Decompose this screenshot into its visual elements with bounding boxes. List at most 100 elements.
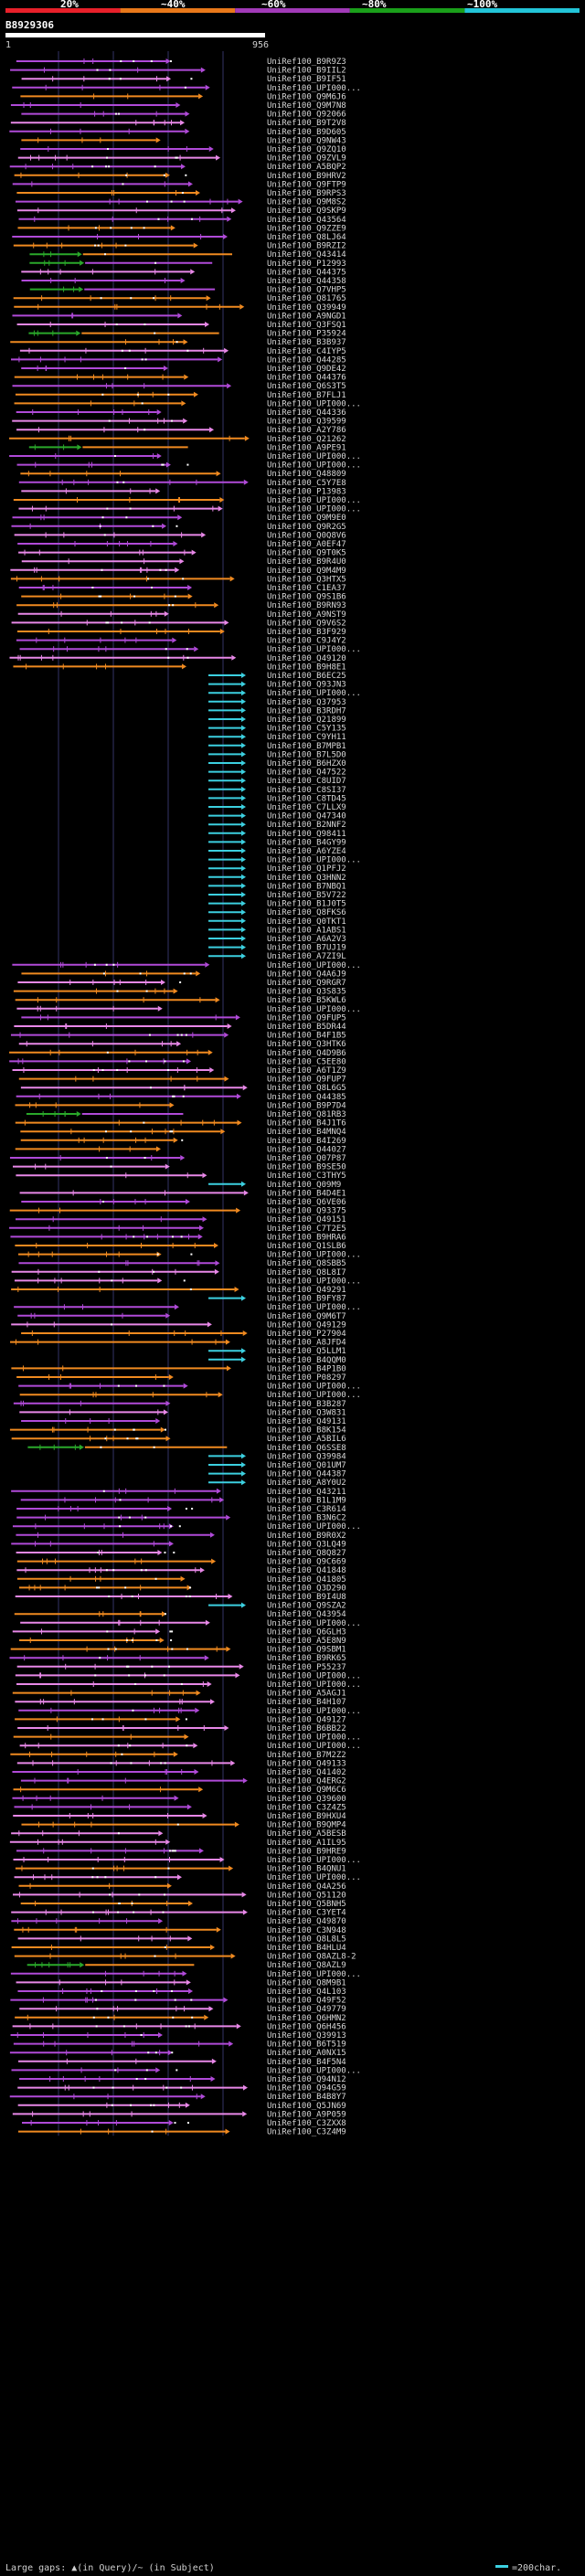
hit-row[interactable]: UniRef100_B9RPS3 (16, 189, 346, 198)
hit-label[interactable]: UniRef100_B9T2V8 (267, 119, 346, 128)
hit-label[interactable]: UniRef100_A1IL95 (267, 1839, 346, 1848)
hit-row[interactable]: UniRef100_C3N948 (14, 1926, 346, 1935)
hit-label[interactable]: UniRef100_A5AGJ1 (267, 1690, 346, 1699)
hit-label[interactable]: UniRef100_Q9T0K5 (267, 549, 346, 558)
hit-label[interactable]: UniRef100_B9RPS3 (267, 189, 346, 198)
hit-row[interactable]: UniRef100_B7FLJ1 (15, 391, 346, 400)
hit-row[interactable]: UniRef100_A9PE91 (28, 443, 346, 452)
hit-label[interactable]: UniRef100_Q9SBM1 (267, 1646, 346, 1655)
hit-label[interactable]: UniRef100_UPI000... (267, 645, 361, 654)
hit-row[interactable]: UniRef100_Q98411 (208, 830, 346, 839)
hit-label[interactable]: UniRef100_C3THY5 (267, 1171, 346, 1181)
hit-label[interactable]: UniRef100_Q4D9B6 (267, 1049, 346, 1058)
hit-label[interactable]: UniRef100_Q9ZZE9 (267, 224, 346, 233)
hit-label[interactable]: UniRef100_B5V722 (267, 891, 346, 900)
hit-label[interactable]: UniRef100_A6T1Z9 (267, 1066, 346, 1076)
hit-label[interactable]: UniRef100_Q9ZVL9 (267, 154, 346, 164)
hit-label[interactable]: UniRef100_Q94G59 (267, 2084, 346, 2094)
hit-label[interactable]: UniRef100_Q8L6G5 (267, 1084, 346, 1093)
hit-label[interactable]: UniRef100_Q47522 (267, 769, 346, 778)
hit-row[interactable]: UniRef100_Q01UM7 (208, 1461, 346, 1470)
hit-row[interactable]: UniRef100_Q47340 (208, 812, 346, 822)
hit-label[interactable]: UniRef100_A9PE91 (267, 443, 346, 452)
hit-row[interactable]: UniRef100_C8SI37 (208, 786, 346, 795)
hit-label[interactable]: UniRef100_A0EF47 (267, 540, 346, 549)
hit-label[interactable]: UniRef100_Q49131 (267, 1417, 346, 1426)
hit-row[interactable]: UniRef100_Q4A6J9 (21, 970, 346, 979)
hit-row[interactable]: UniRef100_B5KWL6 (15, 996, 346, 1005)
hit-row[interactable]: UniRef100_Q5JN69 (17, 2102, 346, 2111)
hit-label[interactable]: UniRef100_Q49129 (267, 1320, 346, 1330)
hit-label[interactable]: UniRef100_UPI000... (267, 1303, 361, 1312)
hit-label[interactable]: UniRef100_C8UID7 (267, 777, 346, 786)
hit-label[interactable]: UniRef100_Q6SSE8 (267, 1444, 346, 1453)
hit-label[interactable]: UniRef100_Q3HNN2 (267, 874, 346, 883)
hit-row[interactable]: UniRef100_Q48809 (20, 470, 346, 479)
hit-label[interactable]: UniRef100_Q49120 (267, 654, 346, 663)
hit-row[interactable]: UniRef100_Q9C669 (16, 1558, 346, 1567)
hit-row[interactable]: UniRef100_UPI000... (14, 1303, 361, 1312)
hit-label[interactable]: UniRef100_UPI000... (267, 461, 361, 471)
hit-label[interactable]: UniRef100_C3N948 (267, 1926, 346, 1935)
hit-row[interactable]: UniRef100_B1J0T5 (208, 900, 346, 909)
hit-label[interactable]: UniRef100_Q92066 (267, 111, 346, 120)
hit-label[interactable]: UniRef100_B9R0X2 (267, 1532, 346, 1541)
hit-row[interactable]: UniRef100_Q44387 (208, 1470, 346, 1479)
hit-row[interactable]: UniRef100_B7NBQ1 (208, 882, 346, 891)
hit-row[interactable]: UniRef100_Q8LJ64 (12, 233, 346, 242)
hit-row[interactable]: UniRef100_Q3W831 (19, 1408, 346, 1417)
hit-row[interactable]: UniRef100_UPI000... (16, 461, 361, 471)
hit-label[interactable]: UniRef100_B2NNF2 (267, 821, 346, 830)
hit-row[interactable]: UniRef100_P27904 (21, 1330, 346, 1339)
hit-label[interactable]: UniRef100_P12993 (267, 260, 346, 269)
hit-row[interactable]: UniRef100_Q44285 (11, 355, 346, 365)
hit-label[interactable]: UniRef100_Q21899 (267, 716, 346, 725)
hit-row[interactable]: UniRef100_Q39984 (208, 1452, 346, 1461)
hit-row[interactable]: UniRef100_UPI000... (19, 1391, 361, 1400)
hit-row[interactable]: UniRef100_UPI000... (18, 1251, 361, 1260)
hit-label[interactable]: UniRef100_UPI000... (267, 505, 361, 514)
hit-label[interactable]: UniRef100_C5Y135 (267, 725, 346, 734)
hit-label[interactable]: UniRef100_B3F929 (267, 628, 346, 637)
hit-row[interactable]: UniRef100_Q1SLB6 (15, 1242, 346, 1251)
hit-label[interactable]: UniRef100_Q8M9B1 (267, 1978, 346, 1988)
hit-row[interactable]: UniRef100_B4P1B0 (11, 1364, 346, 1373)
hit-row[interactable]: UniRef100_B1L1M9 (20, 1496, 346, 1505)
hit-label[interactable]: UniRef100_Q41848 (267, 1566, 346, 1575)
hit-row[interactable]: UniRef100_Q9V6S2 (11, 619, 346, 628)
hit-label[interactable]: UniRef100_Q49291 (267, 1286, 346, 1295)
hit-label[interactable]: UniRef100_A6A2V3 (267, 935, 346, 944)
hit-row[interactable]: UniRef100_Q6H456 (12, 2022, 346, 2031)
hit-row[interactable]: UniRef100_A5BIL6 (11, 1435, 346, 1444)
hit-label[interactable]: UniRef100_Q01UM7 (267, 1461, 346, 1470)
hit-label[interactable]: UniRef100_Q43211 (267, 1488, 346, 1497)
hit-row[interactable]: UniRef100_A6YZE4 (208, 847, 346, 856)
hit-label[interactable]: UniRef100_Q81765 (267, 294, 346, 303)
hit-label[interactable]: UniRef100_B1L1M9 (267, 1496, 346, 1505)
hit-row[interactable]: UniRef100_B5V722 (208, 891, 346, 900)
hit-row[interactable]: UniRef100_UPI000... (12, 1522, 361, 1532)
hit-label[interactable]: UniRef100_B3B937 (267, 338, 346, 347)
hit-label[interactable]: UniRef100_B5KWL6 (267, 996, 346, 1005)
hit-label[interactable]: UniRef100_Q4A256 (267, 1882, 346, 1892)
hit-label[interactable]: UniRef100_UPI000... (267, 1707, 361, 1716)
hit-row[interactable]: UniRef100_C3R614 (16, 1505, 346, 1514)
hit-label[interactable]: UniRef100_P08297 (267, 1373, 346, 1383)
hit-row[interactable]: UniRef100_A0NX15 (9, 2049, 346, 2058)
hit-row[interactable]: UniRef100_B3B287 (13, 1400, 346, 1409)
hit-label[interactable]: UniRef100_UPI000... (267, 496, 361, 505)
hit-label[interactable]: UniRef100_B4F1B5 (267, 1032, 346, 1041)
hit-row[interactable]: UniRef100_Q39949 (14, 303, 346, 313)
hit-label[interactable]: UniRef100_Q47340 (267, 812, 346, 822)
hit-label[interactable]: UniRef100_Q39599 (267, 418, 346, 427)
hit-label[interactable]: UniRef100_Q8AZL9 (267, 1961, 346, 1970)
hit-label[interactable]: UniRef100_B4HLU4 (267, 1944, 346, 1953)
hit-row[interactable]: UniRef100_B9HXU4 (13, 1812, 346, 1821)
hit-row[interactable]: UniRef100_Q93JN3 (208, 681, 346, 690)
hit-row[interactable]: UniRef100_Q7VHP5 (29, 286, 346, 295)
hit-row[interactable]: UniRef100_B9P7D4 (15, 1101, 346, 1110)
hit-label[interactable]: UniRef100_UPI000... (267, 856, 361, 865)
hit-row[interactable]: UniRef100_B4I269 (20, 1137, 346, 1146)
hit-label[interactable]: UniRef100_Q49870 (267, 1917, 346, 1926)
hit-row[interactable]: UniRef100_Q5BNH5 (20, 1900, 346, 1909)
